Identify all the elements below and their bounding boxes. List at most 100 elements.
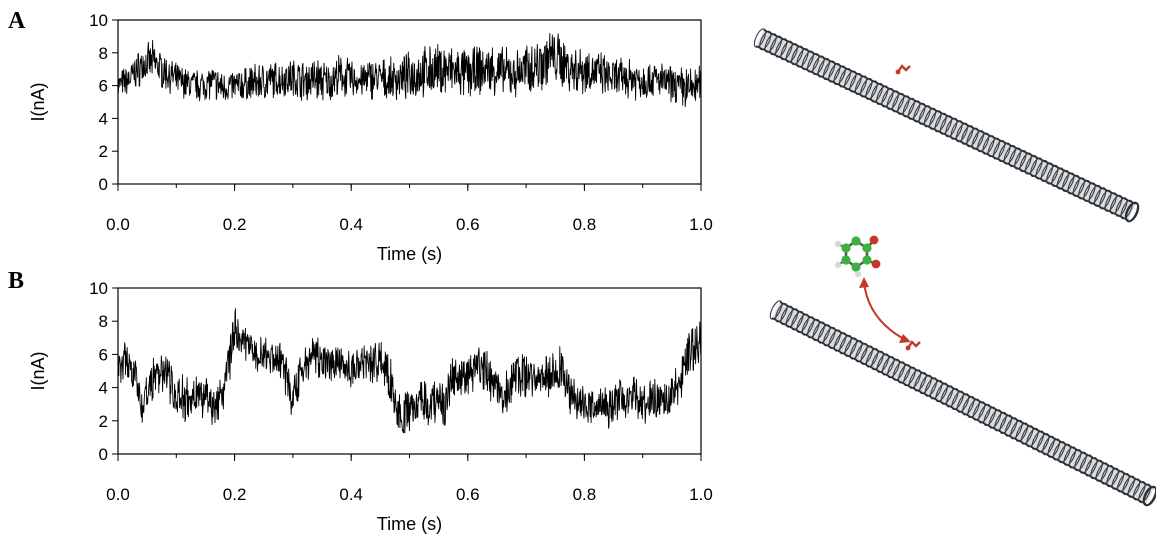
- nanotube-ring: [1095, 462, 1109, 482]
- nanotube-ring: [801, 50, 814, 71]
- nanotube-body: [771, 301, 1155, 505]
- nanotube-edge: [763, 29, 1137, 205]
- nanotube-ring: [1074, 451, 1087, 472]
- nanotube-ring: [987, 137, 1000, 158]
- y-tick-label: 6: [99, 77, 108, 96]
- nanotube-ring: [1058, 443, 1071, 464]
- nanotube-ring: [865, 80, 878, 100]
- nanotube-ring: [876, 353, 890, 373]
- plot-frame: [117, 19, 702, 185]
- nanotube-ring: [759, 30, 772, 51]
- nanotube-ring: [1079, 454, 1093, 474]
- x-tick-label: 1.0: [689, 215, 713, 234]
- nanotube-ring: [844, 70, 857, 91]
- nanotube-ring: [1063, 446, 1077, 466]
- y-tick-label: 4: [99, 109, 108, 128]
- nanotube-edge: [755, 45, 1129, 221]
- y-tick-label: 4: [99, 379, 108, 398]
- nanotube-ring: [1046, 164, 1059, 185]
- nanotube-edge: [779, 301, 1155, 489]
- nanotube-ring: [913, 102, 926, 123]
- nanotube-ring: [1109, 194, 1123, 215]
- nanotube-ring: [998, 142, 1011, 163]
- y-tick-label: 8: [99, 44, 108, 63]
- nanotube-ring: [1120, 199, 1133, 220]
- nanotube-ring: [881, 356, 895, 376]
- nanotube-ring: [988, 409, 1002, 429]
- molecule-icon: [834, 235, 881, 278]
- y-tick-label: 2: [99, 142, 108, 161]
- nanotube-ring: [1052, 441, 1066, 461]
- nanotube-ring: [838, 68, 852, 88]
- nanotube-ring: [1026, 427, 1039, 448]
- x-tick-label: 1.0: [689, 485, 713, 504]
- nanotube-ring: [967, 398, 980, 418]
- nanotube-ring: [1083, 182, 1096, 202]
- nanotube-ring: [892, 361, 906, 381]
- nanotube-ring: [1090, 459, 1103, 480]
- nanotube-ring: [791, 45, 804, 66]
- nanotube-ring: [1062, 172, 1075, 192]
- nanotube-ring: [1093, 187, 1107, 207]
- x-tick-label: 0.4: [339, 485, 363, 504]
- panel-label-b: B: [8, 268, 25, 294]
- nanotube-ring: [972, 401, 986, 421]
- nanotube-ring: [886, 90, 899, 110]
- nanotube-ring: [849, 72, 862, 93]
- chart-panel-b: 0 2 4 6 8 10 0.0 0.2 0.4 0.6 0.8 1.0 Time (s) I(nA): [28, 279, 713, 534]
- nanotube-ring: [892, 92, 905, 113]
- chart-panel-a: 0 2 4 6 8 10 0.0 0.2 0.4 0.6 0.8 1.0 Time (s) I(nA): [28, 11, 713, 264]
- nanotube-ring: [930, 380, 943, 400]
- y-tick-label: 10: [89, 11, 108, 30]
- nanotube-ring: [822, 60, 836, 81]
- x-tick-label: 0.8: [573, 485, 597, 504]
- nanotube-ring: [939, 115, 953, 135]
- nanotube-ring: [769, 35, 783, 56]
- nanotube-ring: [1015, 422, 1029, 442]
- nanotube-ring: [1019, 152, 1032, 173]
- nanotube-ring: [1056, 169, 1070, 190]
- nanotube-ring: [775, 302, 788, 323]
- current-trace-series: [117, 32, 702, 108]
- nanotube-ring: [956, 393, 970, 413]
- nanotube-ring: [860, 345, 874, 365]
- nanotube-illustration-bottom: [769, 300, 1156, 507]
- nanotube-ring: [950, 120, 963, 140]
- nanotube-ring: [855, 342, 868, 363]
- x-tick-label: 0.0: [106, 215, 130, 234]
- nanotube-ring: [870, 82, 884, 103]
- nanotube-ring: [1042, 435, 1055, 456]
- nanotube-ring: [764, 33, 777, 53]
- nanotube-ring: [1068, 449, 1082, 469]
- x-tick-label: 0.2: [223, 215, 247, 234]
- nanotube-ring: [897, 364, 911, 384]
- nanotube-ring: [796, 313, 809, 333]
- nanotube-ring: [946, 388, 959, 408]
- nanotube-ring: [983, 406, 996, 426]
- nanotube-ring: [1078, 179, 1091, 200]
- nanotube-ring: [993, 140, 1006, 160]
- y-axis-title: I(nA): [28, 82, 48, 121]
- nanotube-ring: [817, 324, 831, 344]
- x-tick-label: 0.2: [223, 485, 247, 504]
- nanotube-ring: [876, 85, 889, 105]
- nanotube-ring: [1020, 425, 1034, 445]
- nanotube-ring: [994, 411, 1007, 432]
- nanotube-ring: [903, 366, 916, 387]
- nanotube-ring: [807, 318, 820, 339]
- nanotube-ring: [791, 310, 804, 331]
- nanotube-ring: [1024, 155, 1038, 175]
- current-trace-series: [117, 308, 702, 434]
- nanotube-ring: [1047, 438, 1061, 458]
- nanotube-ring: [955, 122, 969, 143]
- nanotube-ring: [918, 105, 931, 125]
- nanotube-ring: [961, 125, 974, 145]
- nanotube-ring: [1010, 419, 1023, 440]
- defect-site-icon-top: [895, 64, 911, 75]
- nanotube-ring: [823, 326, 836, 347]
- y-tick-label: 0: [99, 175, 108, 194]
- nanotube-ring: [977, 132, 990, 153]
- nanotube-body: [756, 29, 1136, 221]
- nanotube-ring: [849, 340, 863, 360]
